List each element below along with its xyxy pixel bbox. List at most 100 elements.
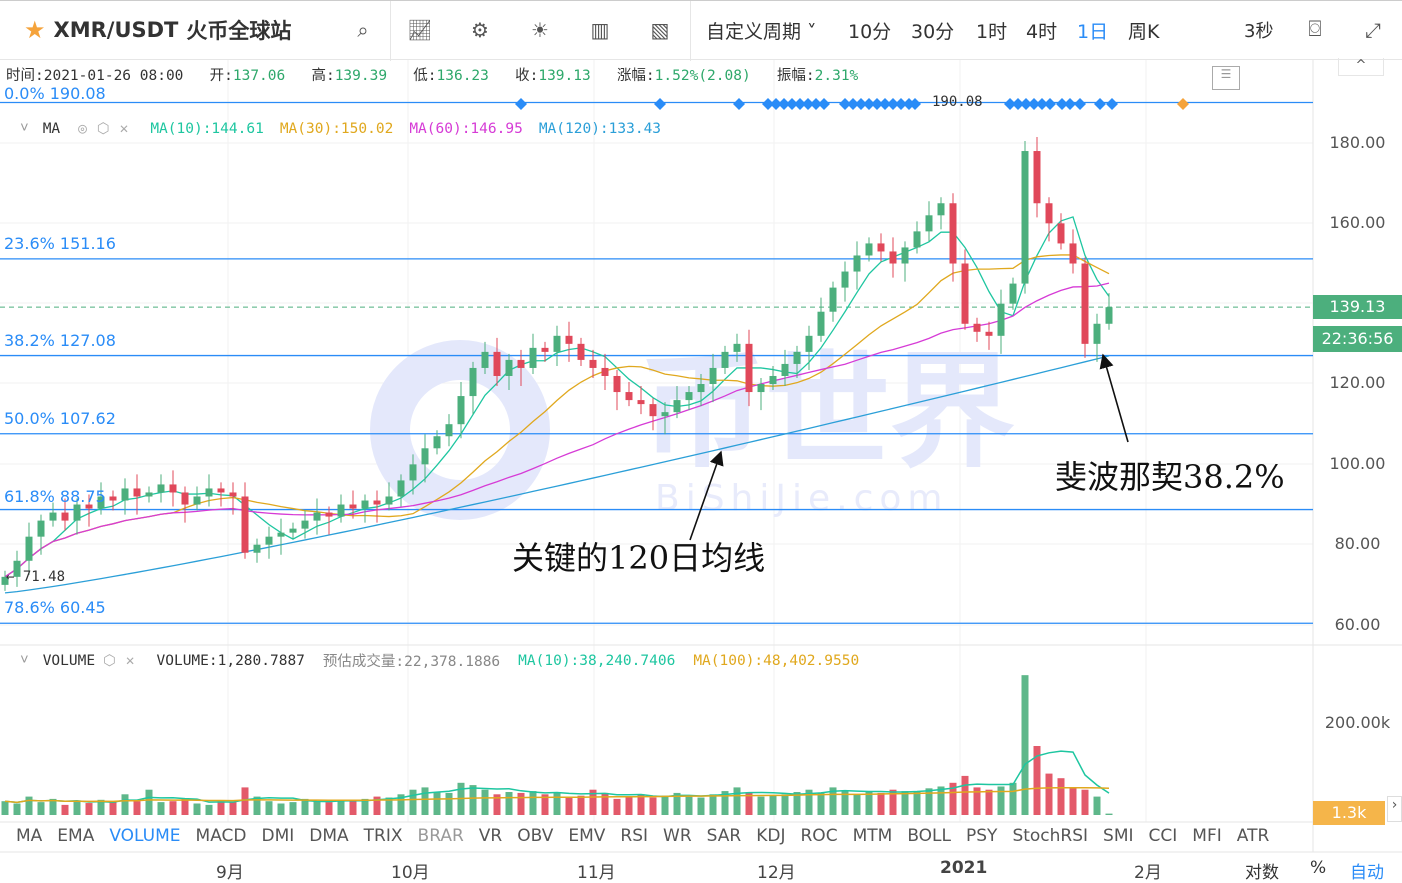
star-icon[interactable]: ★ — [24, 16, 46, 44]
chevron-right-icon[interactable]: › — [1387, 796, 1402, 822]
indicator-tab-atr[interactable]: ATR — [1236, 826, 1270, 846]
calendar-icon[interactable]: ☰ — [1212, 66, 1240, 90]
close-icon[interactable]: ✕ — [119, 120, 129, 137]
log-scale-toggle[interactable]: 对数 — [1245, 863, 1279, 883]
indicator-tab-rsi[interactable]: RSI — [620, 826, 649, 846]
volume-bar — [637, 794, 645, 815]
annotation-ma120: 关键的120日均线 — [512, 539, 766, 577]
candle-body — [877, 243, 885, 252]
volume-bar — [109, 802, 117, 815]
chart-type-icon[interactable]: ▧ — [650, 18, 670, 42]
indicator-tab-psy[interactable]: PSY — [966, 826, 998, 846]
trade-marker — [1012, 98, 1024, 110]
indicator-tab-cci[interactable]: CCI — [1148, 826, 1178, 846]
indicator-tab-smi[interactable]: SMI — [1103, 826, 1134, 846]
volume-bar — [565, 796, 573, 815]
indicator-tab-obv[interactable]: OBV — [517, 826, 554, 846]
chevron-down-icon[interactable]: ˅ — [20, 120, 29, 136]
period-1h[interactable]: 1时 — [976, 21, 1008, 43]
high-marker: 190.08 — [932, 94, 983, 110]
symbol-title[interactable]: ★ XMR/USDT 火币全球站 — [24, 16, 292, 44]
candle-body — [97, 496, 105, 509]
indicator-tab-vr[interactable]: VR — [478, 826, 503, 846]
candle-body — [145, 492, 153, 497]
volume-bar — [625, 796, 633, 815]
candle-body — [85, 504, 93, 509]
indicator-tab-sar[interactable]: SAR — [706, 826, 742, 846]
candle-body — [421, 448, 429, 465]
volume-bar — [1069, 787, 1077, 815]
trade-marker — [1020, 98, 1032, 110]
chevron-down-icon[interactable]: ˅ — [20, 652, 29, 668]
indicator-tab-brar[interactable]: BRAR — [417, 826, 464, 846]
volume-bar — [589, 789, 597, 815]
layout-icon[interactable]: ▥ — [590, 18, 610, 42]
close-icon[interactable]: ✕ — [125, 652, 135, 669]
collapse-button[interactable]: ^ — [1338, 58, 1384, 76]
percent-scale-toggle[interactable]: % — [1310, 858, 1327, 878]
volume-bar — [349, 801, 357, 815]
indicator-tab-roc[interactable]: ROC — [800, 826, 838, 846]
period-1d[interactable]: 1日 — [1077, 21, 1109, 43]
candle-body — [805, 335, 813, 352]
indicator-tab-ma[interactable]: MA — [16, 826, 43, 846]
indicator-tab-stochrsi[interactable]: StochRSI — [1012, 826, 1089, 846]
eye-icon[interactable]: ◎ — [78, 120, 87, 137]
period-week[interactable]: 周K — [1128, 21, 1160, 43]
volume-bar — [853, 794, 861, 815]
volume-bar — [949, 782, 957, 815]
volume-bar — [673, 792, 681, 815]
volume-bar — [97, 799, 105, 815]
volume-bar — [265, 801, 273, 815]
volume-bar — [1033, 746, 1041, 815]
x-tick: 2月 — [1134, 863, 1162, 883]
period-10m[interactable]: 10分 — [848, 21, 892, 43]
volume-bar — [181, 798, 189, 815]
candle-body — [73, 504, 81, 521]
volume-bar — [757, 796, 765, 815]
indicator-tab-mtm[interactable]: MTM — [852, 826, 893, 846]
indicator-tab-boll[interactable]: BOLL — [907, 826, 951, 846]
candle-body — [13, 560, 21, 577]
volume-bar — [481, 789, 489, 815]
indicator-tab-mfi[interactable]: MFI — [1192, 826, 1222, 846]
period-4h[interactable]: 4时 — [1026, 21, 1058, 43]
volume-bar — [193, 803, 201, 815]
period-30m[interactable]: 30分 — [911, 21, 955, 43]
custom-period-dropdown[interactable]: 自定义周期 ˅ — [706, 21, 817, 43]
candle-body — [37, 520, 45, 537]
volume-bar — [445, 792, 453, 815]
price-tick: 100.00 — [1329, 454, 1386, 473]
volume-bar — [901, 791, 909, 815]
candle-body — [601, 367, 609, 376]
indicator-tab-trix[interactable]: TRIX — [363, 826, 403, 846]
indicator-tab-wr[interactable]: WR — [663, 826, 692, 846]
indicator-tab-ema[interactable]: EMA — [57, 826, 95, 846]
indicator-tab-dmi[interactable]: DMI — [261, 826, 295, 846]
volume-bar — [25, 796, 33, 815]
search-icon[interactable]: ⌕ — [357, 18, 369, 42]
volume-tag: 1.3k — [1313, 801, 1385, 825]
candle-body — [1, 576, 9, 585]
volume-bar — [73, 801, 81, 815]
indicator-icon[interactable]: 📈︎ — [407, 18, 433, 42]
settings-icon[interactable]: ⚙ — [471, 18, 489, 42]
indicator-tab-dma[interactable]: DMA — [309, 826, 349, 846]
indicator-tab-kdj[interactable]: KDJ — [756, 826, 786, 846]
divider — [690, 1, 691, 61]
camera-icon[interactable]: ⌼ — [1308, 17, 1322, 42]
volume-bar — [241, 787, 249, 815]
refresh-interval[interactable]: 3秒 — [1244, 21, 1274, 42]
fullscreen-icon[interactable]: ⤢ — [1365, 18, 1381, 42]
candle-body — [517, 359, 525, 368]
volume-bar — [373, 796, 381, 815]
settings-icon[interactable]: ⬡ — [96, 120, 110, 137]
auto-scale-toggle[interactable]: 自动 — [1350, 863, 1384, 883]
indicator-tab-emv[interactable]: EMV — [568, 826, 606, 846]
theme-icon[interactable]: ☀ — [531, 18, 549, 42]
volume-bar — [613, 798, 621, 815]
indicator-tab-macd[interactable]: MACD — [195, 826, 247, 846]
indicator-tab-volume[interactable]: VOLUME — [109, 826, 181, 846]
settings-icon[interactable]: ⬡ — [103, 652, 116, 669]
